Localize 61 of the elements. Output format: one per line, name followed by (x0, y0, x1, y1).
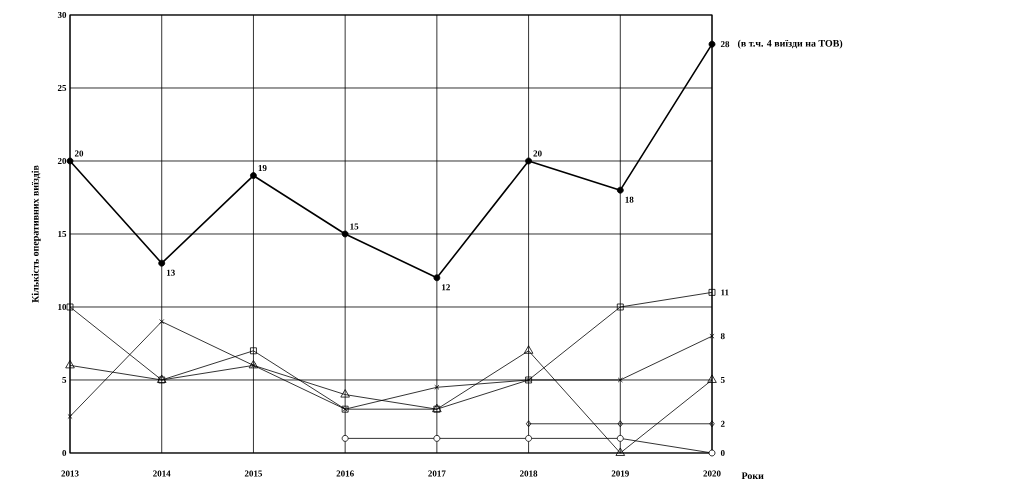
point (67, 413, 73, 419)
point (709, 420, 715, 428)
x-tick-label: 2019 (611, 470, 629, 477)
point (617, 420, 623, 428)
point (708, 288, 716, 296)
point (433, 434, 441, 442)
point (340, 389, 350, 398)
point (433, 274, 441, 282)
point (159, 319, 165, 325)
point (65, 359, 75, 369)
point (341, 230, 349, 238)
point (525, 157, 532, 165)
x-tick-label: 2018 (519, 470, 538, 477)
point (250, 347, 257, 355)
point (434, 384, 440, 390)
data-label: 11 (721, 289, 729, 296)
point (66, 157, 74, 165)
point (525, 434, 532, 442)
point (523, 345, 534, 354)
data-label: 15 (350, 223, 359, 230)
point (525, 420, 532, 428)
point (708, 40, 716, 48)
data-label: 12 (442, 284, 450, 291)
point (158, 259, 166, 267)
point (617, 377, 623, 383)
annotation: (в т.ч. 4 виїзди на ТОВ) (737, 39, 843, 49)
y-tick-label: 10 (58, 303, 67, 311)
x-tick-label: 2020 (703, 470, 721, 477)
y-tick-label: 15 (58, 230, 67, 237)
point (616, 303, 624, 311)
x-tick-label: 2015 (244, 470, 263, 477)
x-tick-label: 2017 (428, 470, 446, 477)
point (341, 434, 349, 442)
y-tick-label: 0 (62, 449, 67, 457)
point (708, 449, 716, 457)
y-tick-label: 20 (57, 157, 67, 165)
data-label: 5 (720, 377, 725, 383)
point (709, 333, 715, 339)
x-axis-title: Роки (741, 472, 764, 480)
y-axis-title: Кількість оперативних виїздів (31, 165, 41, 303)
x-tick-label: 2013 (61, 470, 79, 477)
point (250, 172, 257, 179)
y-tick-label: 25 (57, 84, 67, 91)
point (615, 447, 626, 456)
data-label: 20 (74, 150, 84, 157)
data-label: 2 (720, 420, 725, 427)
data-label: 28 (720, 41, 730, 48)
data-label: 20 (533, 150, 542, 157)
data-label: 8 (720, 333, 725, 340)
x-tick-label: 2016 (336, 470, 354, 477)
point (616, 434, 624, 442)
point (616, 186, 624, 194)
y-tick-label: 5 (62, 377, 67, 383)
data-label: 19 (258, 165, 267, 172)
data-label: 18 (625, 196, 634, 203)
point (66, 303, 74, 311)
data-label: 13 (166, 269, 175, 276)
y-tick-label: 30 (57, 11, 67, 19)
data-label: 0 (720, 449, 725, 457)
x-tick-label: 2014 (153, 470, 171, 477)
point (707, 374, 717, 383)
